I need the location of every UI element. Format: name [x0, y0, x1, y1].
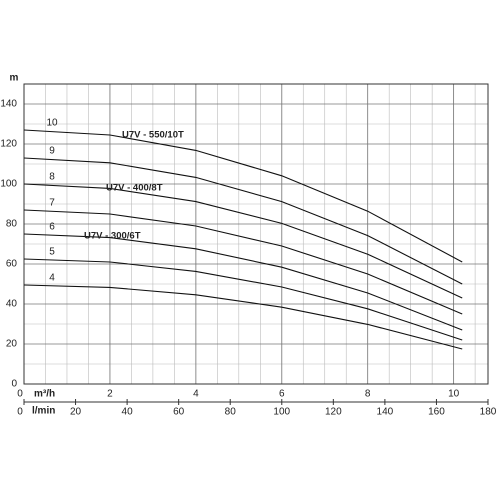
y-tick-label: 80 — [6, 219, 18, 230]
annotation: U7V - 550/10T — [122, 130, 184, 141]
x-tick-label: 6 — [279, 389, 285, 400]
x2-tick-label: 140 — [377, 407, 394, 418]
x2-tick-label: 100 — [273, 407, 290, 418]
x-axis-label: m³/h — [34, 389, 55, 400]
pump-curve — [23, 258, 463, 341]
x2-tick-label: 0 — [17, 407, 23, 418]
x2-tick-label: 180 — [480, 407, 497, 418]
x2-axis-label: l/min — [32, 406, 55, 417]
x-tick-label: 2 — [107, 389, 113, 400]
x-tick-label: 10 — [448, 389, 460, 400]
y-tick-label: 140 — [0, 99, 17, 110]
pump-curve — [23, 129, 463, 263]
y-tick-label: 100 — [0, 179, 17, 190]
x2-tick-label: 40 — [122, 407, 134, 418]
curve-label: 6 — [49, 222, 55, 233]
y-tick-label: 40 — [6, 299, 18, 310]
pump-curve — [23, 233, 463, 331]
x2-tick-label: 60 — [173, 407, 185, 418]
x-tick-label: 8 — [365, 389, 371, 400]
y-tick-label: 20 — [6, 339, 18, 350]
annotation: U7V - 300/6T — [84, 231, 141, 242]
curve-label: 7 — [49, 198, 55, 209]
x2-tick-label: 160 — [428, 407, 445, 418]
pump-curve — [23, 284, 463, 350]
annotation: U7V - 400/8T — [106, 183, 163, 194]
x-tick-label: 0 — [17, 389, 23, 400]
curve-label: 4 — [49, 273, 55, 284]
pump-curve — [23, 209, 463, 315]
pump-curve — [23, 183, 463, 299]
pump-curve — [23, 157, 463, 285]
curve-label: 10 — [46, 118, 58, 129]
curve-label: 9 — [49, 146, 55, 157]
y-tick-label: 60 — [6, 259, 18, 270]
curve-label: 5 — [49, 247, 55, 258]
y-tick-label: 120 — [0, 139, 17, 150]
y-axis-label: m — [10, 73, 19, 84]
curve-label: 8 — [49, 172, 55, 183]
x2-tick-label: 80 — [225, 407, 237, 418]
x-tick-label: 4 — [193, 389, 199, 400]
y-tick-label: 0 — [11, 379, 17, 390]
x2-tick-label: 120 — [325, 407, 342, 418]
x2-tick-label: 20 — [70, 407, 82, 418]
